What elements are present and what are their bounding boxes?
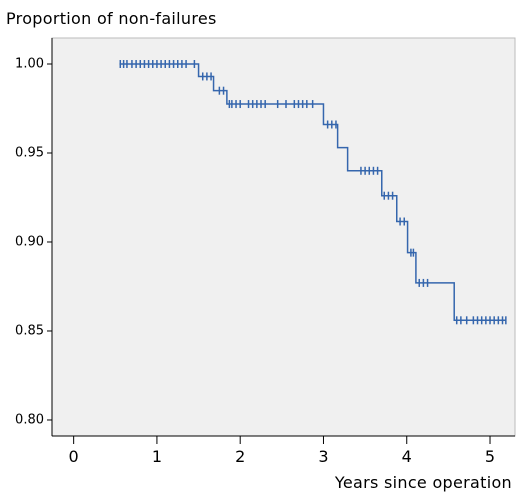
y-tick-label: 0.95 bbox=[15, 145, 44, 160]
y-tick-label: 0.80 bbox=[15, 412, 44, 427]
y-tick-label: 0.90 bbox=[15, 234, 44, 249]
x-tick-label: 1 bbox=[152, 447, 162, 466]
plot-area bbox=[51, 37, 516, 437]
x-axis-title: Years since operation bbox=[334, 473, 512, 492]
y-axis-title: Proportion of non-failures bbox=[6, 9, 217, 28]
x-tick-label: 4 bbox=[402, 447, 412, 466]
x-tick-label: 3 bbox=[318, 447, 328, 466]
x-tick-label: 2 bbox=[235, 447, 245, 466]
x-tick-label: 0 bbox=[69, 447, 79, 466]
y-tick-label: 0.85 bbox=[15, 323, 44, 338]
y-tick-label: 1.00 bbox=[15, 56, 44, 71]
x-tick-label: 5 bbox=[485, 447, 495, 466]
survival-curve bbox=[119, 63, 506, 322]
